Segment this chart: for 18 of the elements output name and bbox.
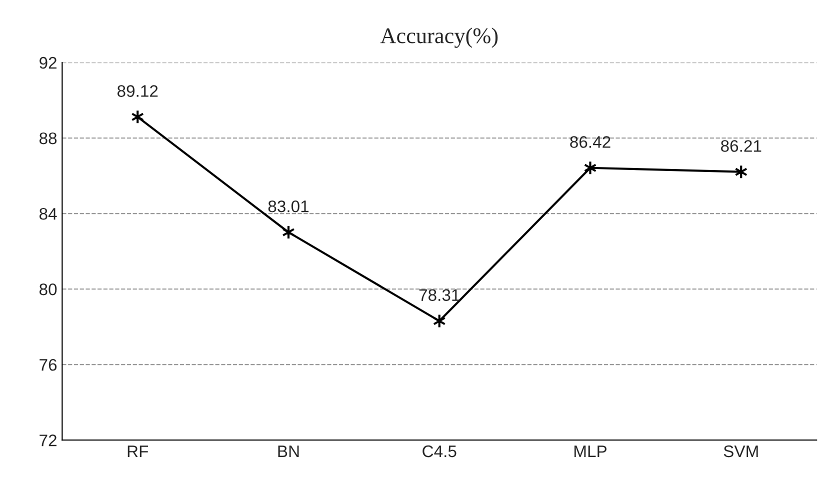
y-tick-label: 72 — [40, 434, 56, 446]
y-tick-label: 80 — [40, 283, 57, 296]
x-tick-label: MLP — [574, 446, 607, 458]
data-label: 89.12 — [117, 85, 158, 97]
y-tick-label: 76 — [40, 359, 57, 371]
data-label: 86.21 — [721, 140, 762, 152]
point — [584, 160, 597, 176]
y-tick-label: 88 — [40, 132, 57, 144]
x-tick-label: BN — [278, 446, 299, 458]
data-label: 86.42 — [570, 136, 610, 148]
y-tick-label: 92 — [40, 56, 56, 69]
data-label: 78.31 — [419, 289, 460, 302]
x-tick-label: SVM — [724, 445, 758, 458]
x-tick-label: C4.5 — [422, 445, 456, 458]
y-tick-label: 84 — [40, 208, 57, 220]
chart-title: Accuracy(%) — [380, 28, 498, 48]
x-tick-label: RF — [128, 446, 148, 458]
data-label: 83.01 — [268, 200, 309, 212]
